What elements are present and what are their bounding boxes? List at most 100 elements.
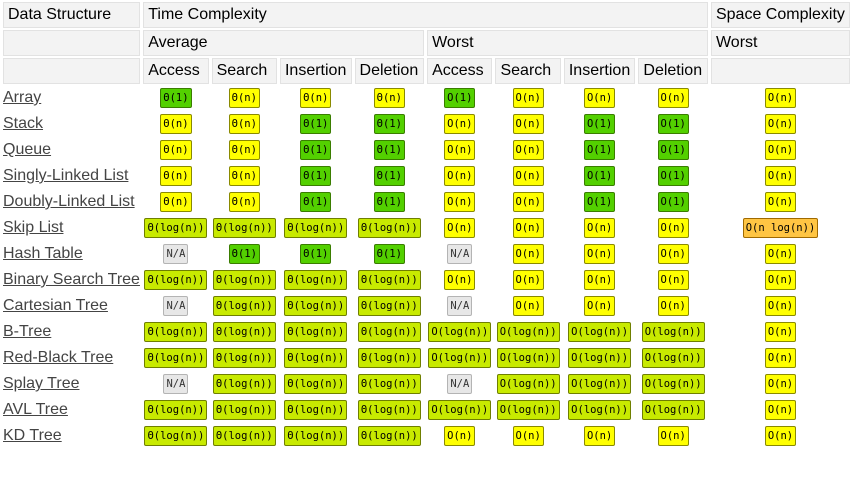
complexity-badge: O(log(n)) [641, 400, 705, 420]
data-structure-link[interactable]: Cartesian Tree [3, 297, 108, 314]
complexity-badge: Θ(log(n)) [284, 296, 348, 316]
complexity-cell: O(n) [564, 268, 636, 292]
complexity-badge: O(n) [657, 244, 689, 264]
complexity-badge: Θ(1) [373, 244, 405, 264]
complexity-cell: Θ(log(n)) [355, 372, 425, 396]
row-name-cell: Hash Table [3, 242, 140, 266]
data-structure-link[interactable]: B-Tree [3, 323, 52, 340]
complexity-cell: N/A [427, 372, 492, 396]
complexity-cell: O(1) [638, 190, 708, 214]
complexity-badge: O(log(n)) [641, 348, 705, 368]
complexity-badge: O(log(n)) [496, 400, 560, 420]
complexity-badge: O(n) [764, 114, 797, 134]
complexity-badge: O(n) [657, 426, 689, 446]
complexity-badge: Θ(log(n)) [357, 400, 421, 420]
complexity-badge: O(n) [512, 140, 544, 160]
header-op-deletion-worst: Deletion [638, 58, 708, 84]
complexity-badge: O(n) [764, 400, 797, 420]
complexity-badge: O(n) [583, 218, 616, 238]
table-row: Stack Θ(n) Θ(n) Θ(1) Θ(1) O(n) O(n) O(1) O(1) O(n… [3, 112, 850, 136]
header-row-2: Average Worst Worst [3, 30, 850, 56]
complexity-cell: Θ(log(n)) [212, 294, 277, 318]
complexity-cell: Θ(log(n)) [143, 346, 208, 370]
complexity-cell: Θ(n) [212, 138, 277, 162]
complexity-cell: O(n) [495, 216, 560, 240]
complexity-badge: O(n) [657, 296, 689, 316]
complexity-cell: Θ(n) [280, 86, 352, 110]
complexity-cell: O(1) [638, 164, 708, 188]
complexity-badge: O(log(n)) [428, 400, 492, 420]
complexity-badge: O(n) [444, 218, 476, 238]
header-row-3: Access Search Insertion Deletion Access … [3, 58, 850, 84]
data-structure-link[interactable]: AVL Tree [3, 401, 68, 418]
table-row: B-Tree Θ(log(n)) Θ(log(n)) Θ(log(n)) Θ(log(n… [3, 320, 850, 344]
complexity-cell: O(n) [638, 268, 708, 292]
data-structure-link[interactable]: Red-Black Tree [3, 349, 114, 366]
complexity-cell: O(n) [638, 424, 708, 448]
complexity-cell: Θ(log(n)) [280, 346, 352, 370]
complexity-cell: O(log(n)) [495, 398, 560, 422]
complexity-cell: Θ(log(n)) [143, 424, 208, 448]
complexity-cell: O(log(n)) [564, 398, 636, 422]
complexity-cell: O(n) [427, 216, 492, 240]
complexity-cell: Θ(1) [212, 242, 277, 266]
complexity-cell: O(1) [564, 112, 636, 136]
data-structure-link[interactable]: Hash Table [3, 245, 83, 262]
row-name-cell: Red-Black Tree [3, 346, 140, 370]
complexity-cell: O(1) [638, 138, 708, 162]
data-structure-link[interactable]: Splay Tree [3, 375, 80, 392]
header-worst: Worst [427, 30, 708, 56]
complexity-cell: O(1) [564, 190, 636, 214]
row-name-cell: KD Tree [3, 424, 140, 448]
complexity-cell: Θ(log(n)) [280, 294, 352, 318]
data-structure-link[interactable]: Skip List [3, 219, 64, 236]
complexity-badge: O(log(n)) [568, 374, 632, 394]
complexity-badge: O(n) [512, 244, 544, 264]
complexity-badge: N/A [163, 296, 189, 316]
complexity-badge: Θ(n) [160, 166, 192, 186]
data-structure-link[interactable]: KD Tree [3, 427, 62, 444]
complexity-cell: Θ(n) [143, 190, 208, 214]
complexity-cell: Θ(1) [280, 112, 352, 136]
complexity-cell: Θ(log(n)) [212, 398, 277, 422]
complexity-badge: Θ(log(n)) [284, 322, 348, 342]
complexity-badge: O(n) [764, 322, 797, 342]
complexity-badge: O(n) [764, 426, 797, 446]
complexity-badge: Θ(log(n)) [144, 322, 208, 342]
complexity-cell: O(1) [564, 164, 636, 188]
data-structure-link[interactable]: Queue [3, 141, 52, 158]
data-structure-link[interactable]: Array [3, 89, 42, 106]
complexity-badge: O(n) [444, 192, 476, 212]
complexity-cell: O(n) [711, 138, 850, 162]
complexity-cell: O(n) [711, 294, 850, 318]
complexity-badge: N/A [163, 374, 189, 394]
complexity-badge: O(n) [512, 166, 544, 186]
data-structure-link[interactable]: Singly-Linked List [3, 167, 129, 184]
complexity-badge: Θ(log(n)) [284, 374, 348, 394]
table-header: Data Structure Time Complexity Space Com… [3, 2, 850, 84]
complexity-cell: Θ(1) [355, 190, 425, 214]
data-structure-link[interactable]: Binary Search Tree [3, 271, 140, 288]
complexity-cell: O(1) [427, 86, 492, 110]
complexity-cell: O(n) [711, 190, 850, 214]
data-structure-link[interactable]: Doubly-Linked List [3, 193, 135, 210]
complexity-cell: Θ(n) [143, 164, 208, 188]
row-name-cell: Queue [3, 138, 140, 162]
header-blank [710, 58, 850, 84]
complexity-badge: O(n) [512, 218, 544, 238]
complexity-cell: O(n) [564, 86, 636, 110]
complexity-badge: Θ(n) [228, 166, 260, 186]
header-op-search-worst: Search [495, 58, 561, 84]
complexity-badge: O(1) [583, 166, 616, 186]
complexity-badge: O(log(n)) [568, 348, 632, 368]
complexity-badge: O(1) [657, 166, 689, 186]
complexity-badge: O(n) [512, 88, 544, 108]
complexity-cell: O(n) [711, 372, 850, 396]
complexity-badge: Θ(log(n)) [357, 374, 421, 394]
complexity-badge: Θ(log(n)) [357, 218, 421, 238]
complexity-cell: O(n) [711, 346, 850, 370]
data-structure-link[interactable]: Stack [3, 115, 44, 132]
row-name-cell: Stack [3, 112, 140, 136]
complexity-badge: N/A [447, 244, 473, 264]
complexity-badge: Θ(log(n)) [212, 322, 276, 342]
